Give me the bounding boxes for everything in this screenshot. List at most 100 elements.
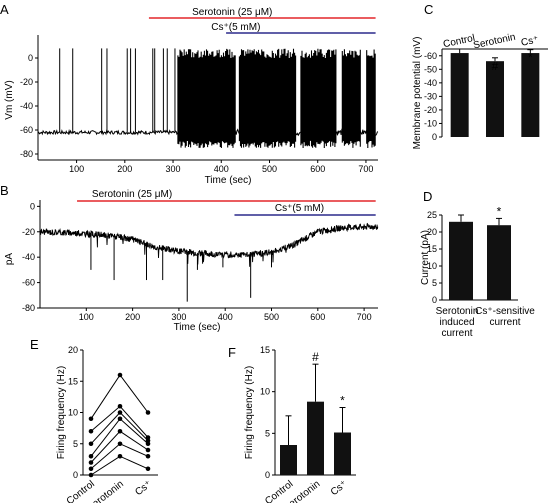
e-data-point [145,466,151,472]
c-significance-mark: # [492,59,499,73]
b-x-tick-label: 600 [310,312,325,322]
d-category-label: current [489,317,520,328]
c-bar [486,61,504,137]
c-significance-mark: * [528,51,533,65]
a-spike-burst [177,48,376,148]
panel-label-a: A [0,2,9,17]
a-y-axis-label: Vm (mV) [4,80,15,119]
a-x-axis-label: Time (sec) [205,175,252,186]
f-significance-mark: # [312,350,319,364]
f-y-tick-label: 0 [265,470,270,480]
a-x-tick-label: 400 [214,164,229,174]
e-data-point [117,372,123,378]
e-series-line [90,455,149,476]
f-y-tick-label: 5 [265,428,270,438]
panel-a-vm-trace: -80 -60 -40 -20 0 100 200 300 400 500 600 700 Time (… [4,7,379,186]
c-bar [521,53,540,137]
b-y-tick-label: -40 [22,252,35,262]
d-category-label: Cs⁺-sensitive [475,306,535,317]
f-y-axis-label: Firing frequency (Hz) [244,366,255,459]
d-y-tick-label: 5 [432,278,437,288]
e-data-point [117,403,123,409]
e-category-label: Cs⁺ [133,479,154,498]
c-y-tick-label: -50 [424,64,437,74]
d-category-label: Serotonin [436,306,479,317]
a-x-tick-label: 500 [262,164,277,174]
e-y-axis-label: Firing frequency (Hz) [56,366,67,459]
e-data-point [117,410,123,415]
b-y-tick-label: -60 [22,278,35,288]
panel-label-b: B [0,183,9,198]
a-x-tick-label: 100 [69,164,84,174]
e-data-point [88,441,94,447]
d-y-tick-label: 20 [427,227,437,237]
b-current-trace [39,222,379,267]
b-x-tick-label: 300 [171,312,186,322]
f-significance-mark: * [340,394,345,408]
e-data-point [145,447,151,453]
e-data-point [117,416,123,422]
f-y-tick-label: 15 [260,345,270,355]
e-data-point [88,416,94,422]
a-x-tick-label: 700 [358,164,373,174]
c-category-label: Cs⁺ [520,34,539,48]
e-data-point [117,441,123,447]
a-y-tick-label: -20 [20,77,33,87]
d-bar [487,225,511,300]
d-y-axis-label: Current (pA) [420,230,431,285]
d-y-tick-label: 10 [427,261,437,271]
e-data-point [88,453,94,459]
e-y-tick-label: 15 [68,376,78,386]
c-y-tick-label: 0 [432,132,437,142]
f-bar [280,445,297,475]
panel-label-f: F [228,345,236,360]
e-data-point [88,428,94,434]
e-data-point [117,453,123,459]
b-x-tick-label: 400 [218,312,233,322]
a-drug-bar-label: Serotonin (25 μM) [192,7,272,18]
panel-b-current-trace: -80 -60 -40 -20 0 100 200 300 400 500 600 700 Time (… [4,189,379,333]
e-data-point [88,472,94,478]
panel-label-e: E [30,337,39,352]
c-y-tick-label: -40 [424,78,437,88]
c-y-axis-label: Membrane potential (mV) [412,37,423,150]
b-y-tick-label: 0 [30,201,35,211]
c-bar [450,53,469,137]
a-y-tick-label: -80 [20,149,33,159]
e-data-point [117,428,123,434]
panel-label-d: D [423,189,432,204]
e-data-point [88,460,94,465]
b-y-tick-label: -20 [22,227,35,237]
f-y-tick-label: 10 [260,387,270,397]
b-drug-bar-label: Serotonin (25 μM) [92,189,172,200]
e-y-tick-label: 5 [73,439,78,449]
b-y-axis-label: pA [4,253,15,266]
c-y-tick-label: -20 [424,105,437,115]
b-x-tick-label: 100 [79,312,94,322]
d-bar [449,221,473,300]
a-x-tick-label: 200 [117,164,132,174]
e-data-point [145,441,151,447]
c-category-label: Serotonin [472,32,516,52]
a-y-tick-label: -60 [20,125,33,135]
b-y-tick-label: -80 [22,303,35,313]
c-y-tick-label: -30 [424,91,437,101]
b-drug-bar-label: Cs⁺(5 mM) [275,203,324,214]
e-y-tick-label: 20 [68,345,78,355]
a-y-tick-label: 0 [28,53,33,63]
a-y-tick-label: -40 [20,101,33,111]
f-category-label: Cs⁺ [329,479,350,498]
panel-label-c: C [424,2,433,17]
b-x-tick-label: 500 [264,312,279,322]
d-significance-mark: * [497,204,502,218]
c-y-tick-label: -10 [424,118,437,128]
d-y-tick-label: 25 [427,210,437,220]
d-category-label: current [441,328,472,339]
a-x-tick-label: 300 [166,164,181,174]
c-category-label: Control [442,33,476,50]
